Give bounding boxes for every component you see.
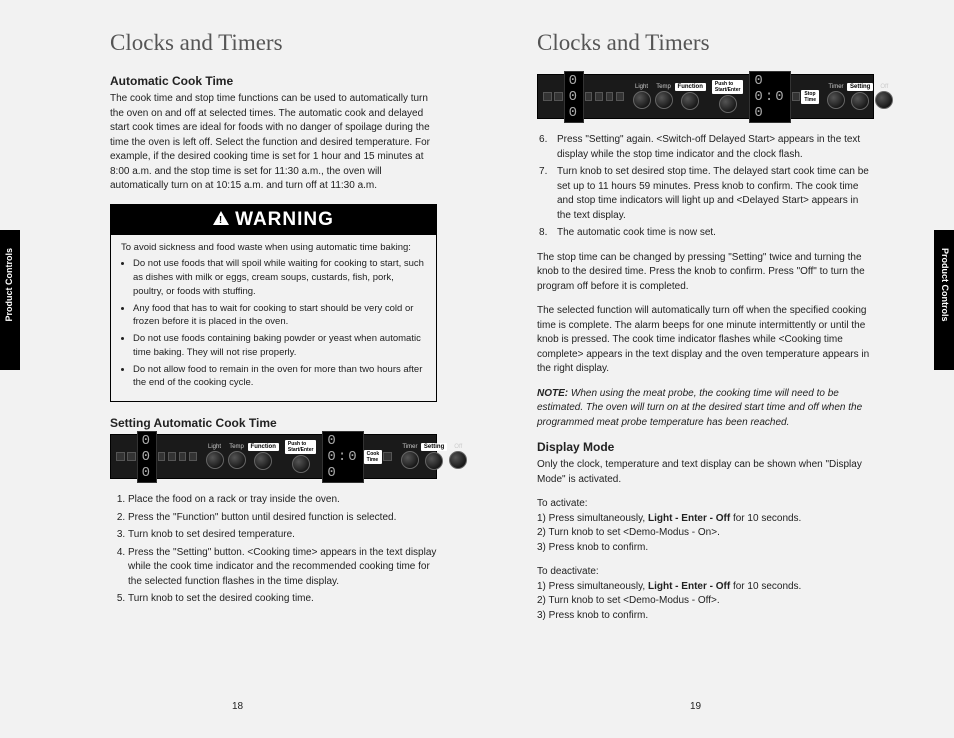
activate-step: 3) Press knob to confirm.: [537, 541, 874, 556]
panel-btn: [585, 92, 592, 102]
panel-knob: [401, 451, 419, 469]
panel-knob: [254, 452, 272, 470]
control-panel-diagram: 0 0 0 Light Temp Function: [537, 74, 874, 119]
page-number: 19: [690, 701, 701, 712]
panel-btn-stop: Stop Time: [801, 90, 819, 104]
panel-btn: [543, 92, 552, 102]
panel-knob: [228, 451, 246, 469]
page-title: Clocks and Timers: [537, 30, 874, 56]
page-18: Clocks and Timers Automatic Cook Time Th…: [0, 30, 477, 708]
warning-header: ! WARNING: [111, 205, 436, 235]
panel-btn: [383, 452, 392, 462]
panel-label-light: Light: [635, 84, 648, 90]
panel-btn: [179, 452, 186, 462]
warning-item: Do not allow food to remain in the oven …: [133, 363, 426, 391]
warning-label: WARNING: [235, 209, 334, 230]
panel-knob: [851, 92, 869, 110]
section-heading-display-mode: Display Mode: [537, 440, 874, 454]
page-spread: Product Controls Product Controls Clocks…: [0, 0, 954, 738]
panel-btn: [595, 92, 602, 102]
warning-box: ! WARNING To avoid sickness and food was…: [110, 204, 437, 403]
page-number: 18: [232, 701, 243, 712]
panel-knob: [449, 451, 467, 469]
step-item: Turn knob to set the desired cooking tim…: [128, 592, 437, 607]
panel-label-setting: Setting: [847, 83, 873, 91]
deactivate-step: 3) Press knob to confirm.: [537, 609, 874, 624]
panel-knob: [719, 95, 737, 113]
panel-display-time: 0 0:0 0: [322, 431, 363, 483]
warning-intro: To avoid sickness and food waste when us…: [121, 241, 426, 255]
panel-label-temp: Temp: [229, 444, 244, 450]
activate-step: 2) Turn knob to set <Demo-Modus - On>.: [537, 526, 874, 541]
control-panel-diagram: 0 0 0 Light Temp Function: [110, 434, 437, 479]
panel-btn: [616, 92, 623, 102]
panel-display-time: 0 0:0 0: [749, 71, 790, 123]
panel-label-setting: Setting: [421, 443, 447, 451]
panel-label-off: Off: [880, 84, 888, 90]
setting-steps: Place the food on a rack or tray inside …: [110, 493, 437, 607]
deactivate-step: 1) Press simultaneously, Light - Enter -…: [537, 580, 874, 595]
side-tab-label-left: Product Controls: [4, 248, 14, 322]
panel-btn: [127, 452, 136, 462]
panel-label-function: Function: [248, 443, 279, 451]
panel-btn: [792, 92, 801, 102]
panel-knob: [681, 92, 699, 110]
setting-steps-continued: Press "Setting" again. <Switch-off Delay…: [537, 133, 874, 241]
stop-time-para: The stop time can be changed by pressing…: [537, 251, 874, 295]
note-body: When using the meat probe, the cooking t…: [537, 388, 862, 428]
panel-label-off: Off: [454, 444, 462, 450]
warning-body: To avoid sickness and food waste when us…: [111, 235, 436, 402]
panel-btn: [554, 92, 563, 102]
note-label: NOTE:: [537, 388, 568, 399]
panel-label-function: Function: [675, 83, 706, 91]
completion-para: The selected function will automatically…: [537, 304, 874, 377]
side-tab-label-right: Product Controls: [940, 248, 950, 322]
step-item: Turn knob to set desired stop time. The …: [553, 165, 874, 223]
step-item: Place the food on a rack or tray inside …: [128, 493, 437, 508]
panel-btn: [606, 92, 613, 102]
deactivate-step: 2) Turn knob to set <Demo-Modus - Off>.: [537, 594, 874, 609]
panel-display-temp: 0 0 0: [137, 431, 157, 483]
warning-list: Do not use foods that will spoil while w…: [121, 257, 426, 390]
panel-display-temp: 0 0 0: [564, 71, 584, 123]
warning-icon: !: [213, 209, 229, 231]
panel-knob: [206, 451, 224, 469]
step-item: Press the "Function" button until desire…: [128, 511, 437, 526]
warning-item: Any food that has to wait for cooking to…: [133, 302, 426, 330]
step-item: Turn knob to set desired temperature.: [128, 528, 437, 543]
panel-label-push: Push to Start/Enter: [712, 80, 744, 94]
activate-step: 1) Press simultaneously, Light - Enter -…: [537, 512, 874, 527]
panel-knob: [633, 91, 651, 109]
deactivate-label: To deactivate:: [537, 565, 874, 580]
panel-knob: [425, 452, 443, 470]
warning-item: Do not use foods containing baking powde…: [133, 332, 426, 360]
panel-btn: [168, 452, 175, 462]
svg-text:!: !: [219, 215, 223, 225]
panel-btn: [189, 452, 196, 462]
warning-item: Do not use foods that will spoil while w…: [133, 257, 426, 298]
page-19: Clocks and Timers 0 0 0 Light Temp: [477, 30, 954, 708]
activate-label: To activate:: [537, 497, 874, 512]
auto-cook-body: The cook time and stop time functions ca…: [110, 92, 437, 194]
section-heading-setting: Setting Automatic Cook Time: [110, 416, 437, 430]
panel-knob: [292, 455, 310, 473]
step-item: The automatic cook time is now set.: [553, 226, 874, 241]
step-item: Press "Setting" again. <Switch-off Delay…: [553, 133, 874, 162]
panel-label-light: Light: [208, 444, 221, 450]
page-title: Clocks and Timers: [110, 30, 437, 56]
panel-btn-cook: Cook Time: [364, 450, 383, 464]
step-item: Press the "Setting" button. <Cooking tim…: [128, 546, 437, 590]
note-paragraph: NOTE: When using the meat probe, the coo…: [537, 387, 874, 431]
panel-knob: [655, 91, 673, 109]
panel-label-temp: Temp: [656, 84, 671, 90]
display-mode-body: Only the clock, temperature and text dis…: [537, 458, 874, 487]
section-heading-auto-cook: Automatic Cook Time: [110, 74, 437, 88]
panel-knob: [827, 91, 845, 109]
panel-btn: [116, 452, 125, 462]
panel-label-timer: Timer: [402, 444, 417, 450]
panel-label-push: Push to Start/Enter: [285, 440, 317, 454]
panel-knob: [875, 91, 893, 109]
panel-label-timer: Timer: [828, 84, 843, 90]
panel-btn: [158, 452, 165, 462]
